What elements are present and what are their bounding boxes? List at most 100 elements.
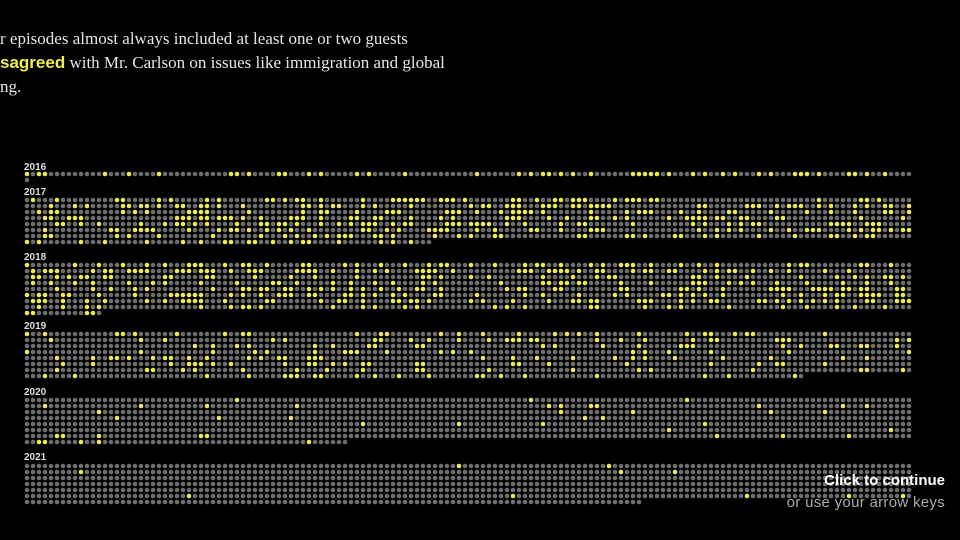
dot [24, 439, 30, 445]
dot [60, 203, 66, 209]
dot [342, 298, 348, 304]
dot [456, 292, 462, 298]
dot [636, 292, 642, 298]
dot [492, 427, 498, 433]
dot [150, 203, 156, 209]
dot [714, 233, 720, 239]
dot [306, 203, 312, 209]
dot [864, 349, 870, 355]
dot [804, 268, 810, 274]
dot [756, 233, 762, 239]
dot [786, 415, 792, 421]
dot [720, 409, 726, 415]
dot [588, 415, 594, 421]
dot [750, 343, 756, 349]
dot [174, 209, 180, 215]
dot [72, 361, 78, 367]
dot [144, 337, 150, 343]
dot [48, 349, 54, 355]
dot [30, 268, 36, 274]
dot [120, 203, 126, 209]
dot [750, 298, 756, 304]
dot [222, 403, 228, 409]
dot [702, 397, 708, 403]
dot [144, 331, 150, 337]
dot [156, 227, 162, 233]
dot [558, 349, 564, 355]
dot [240, 262, 246, 268]
dot [738, 463, 744, 469]
dot [906, 209, 912, 215]
dot [336, 403, 342, 409]
dot [282, 397, 288, 403]
dot [318, 286, 324, 292]
dot [318, 337, 324, 343]
dot [186, 239, 192, 245]
dot [330, 209, 336, 215]
dot [312, 409, 318, 415]
dot [708, 403, 714, 409]
dot [450, 233, 456, 239]
dot [642, 233, 648, 239]
dot [312, 171, 318, 177]
dot [222, 343, 228, 349]
dot [102, 262, 108, 268]
dot [408, 171, 414, 177]
dot [576, 280, 582, 286]
dot [330, 203, 336, 209]
dot [312, 233, 318, 239]
dot [762, 427, 768, 433]
dot [876, 292, 882, 298]
dot [630, 304, 636, 310]
dot [210, 268, 216, 274]
dot [534, 203, 540, 209]
dot [390, 367, 396, 373]
dot [810, 292, 816, 298]
dot [906, 171, 912, 177]
dot [426, 262, 432, 268]
dot [138, 469, 144, 475]
dot [234, 355, 240, 361]
dot [336, 373, 342, 379]
dot [228, 403, 234, 409]
dot [714, 262, 720, 268]
dot [216, 298, 222, 304]
dot [216, 221, 222, 227]
dot [540, 171, 546, 177]
dot [756, 286, 762, 292]
dot [798, 433, 804, 439]
dot [642, 268, 648, 274]
dot [222, 268, 228, 274]
dot [756, 469, 762, 475]
dot [606, 233, 612, 239]
dot [348, 239, 354, 245]
dot [210, 397, 216, 403]
dot [888, 421, 894, 427]
dot [600, 233, 606, 239]
dot [456, 415, 462, 421]
dot [36, 274, 42, 280]
dot [756, 397, 762, 403]
dot [576, 274, 582, 280]
dot [714, 298, 720, 304]
dot [318, 197, 324, 203]
dot [114, 286, 120, 292]
dot [168, 304, 174, 310]
dot [354, 298, 360, 304]
dot [624, 349, 630, 355]
dot [474, 397, 480, 403]
dot [510, 286, 516, 292]
dot [660, 337, 666, 343]
dot [726, 427, 732, 433]
dot [234, 343, 240, 349]
dot [822, 409, 828, 415]
dot [132, 239, 138, 245]
dot [132, 280, 138, 286]
dot [510, 337, 516, 343]
dot [480, 343, 486, 349]
dot [684, 373, 690, 379]
dot [384, 373, 390, 379]
dot [420, 463, 426, 469]
dot [348, 262, 354, 268]
dot [768, 337, 774, 343]
